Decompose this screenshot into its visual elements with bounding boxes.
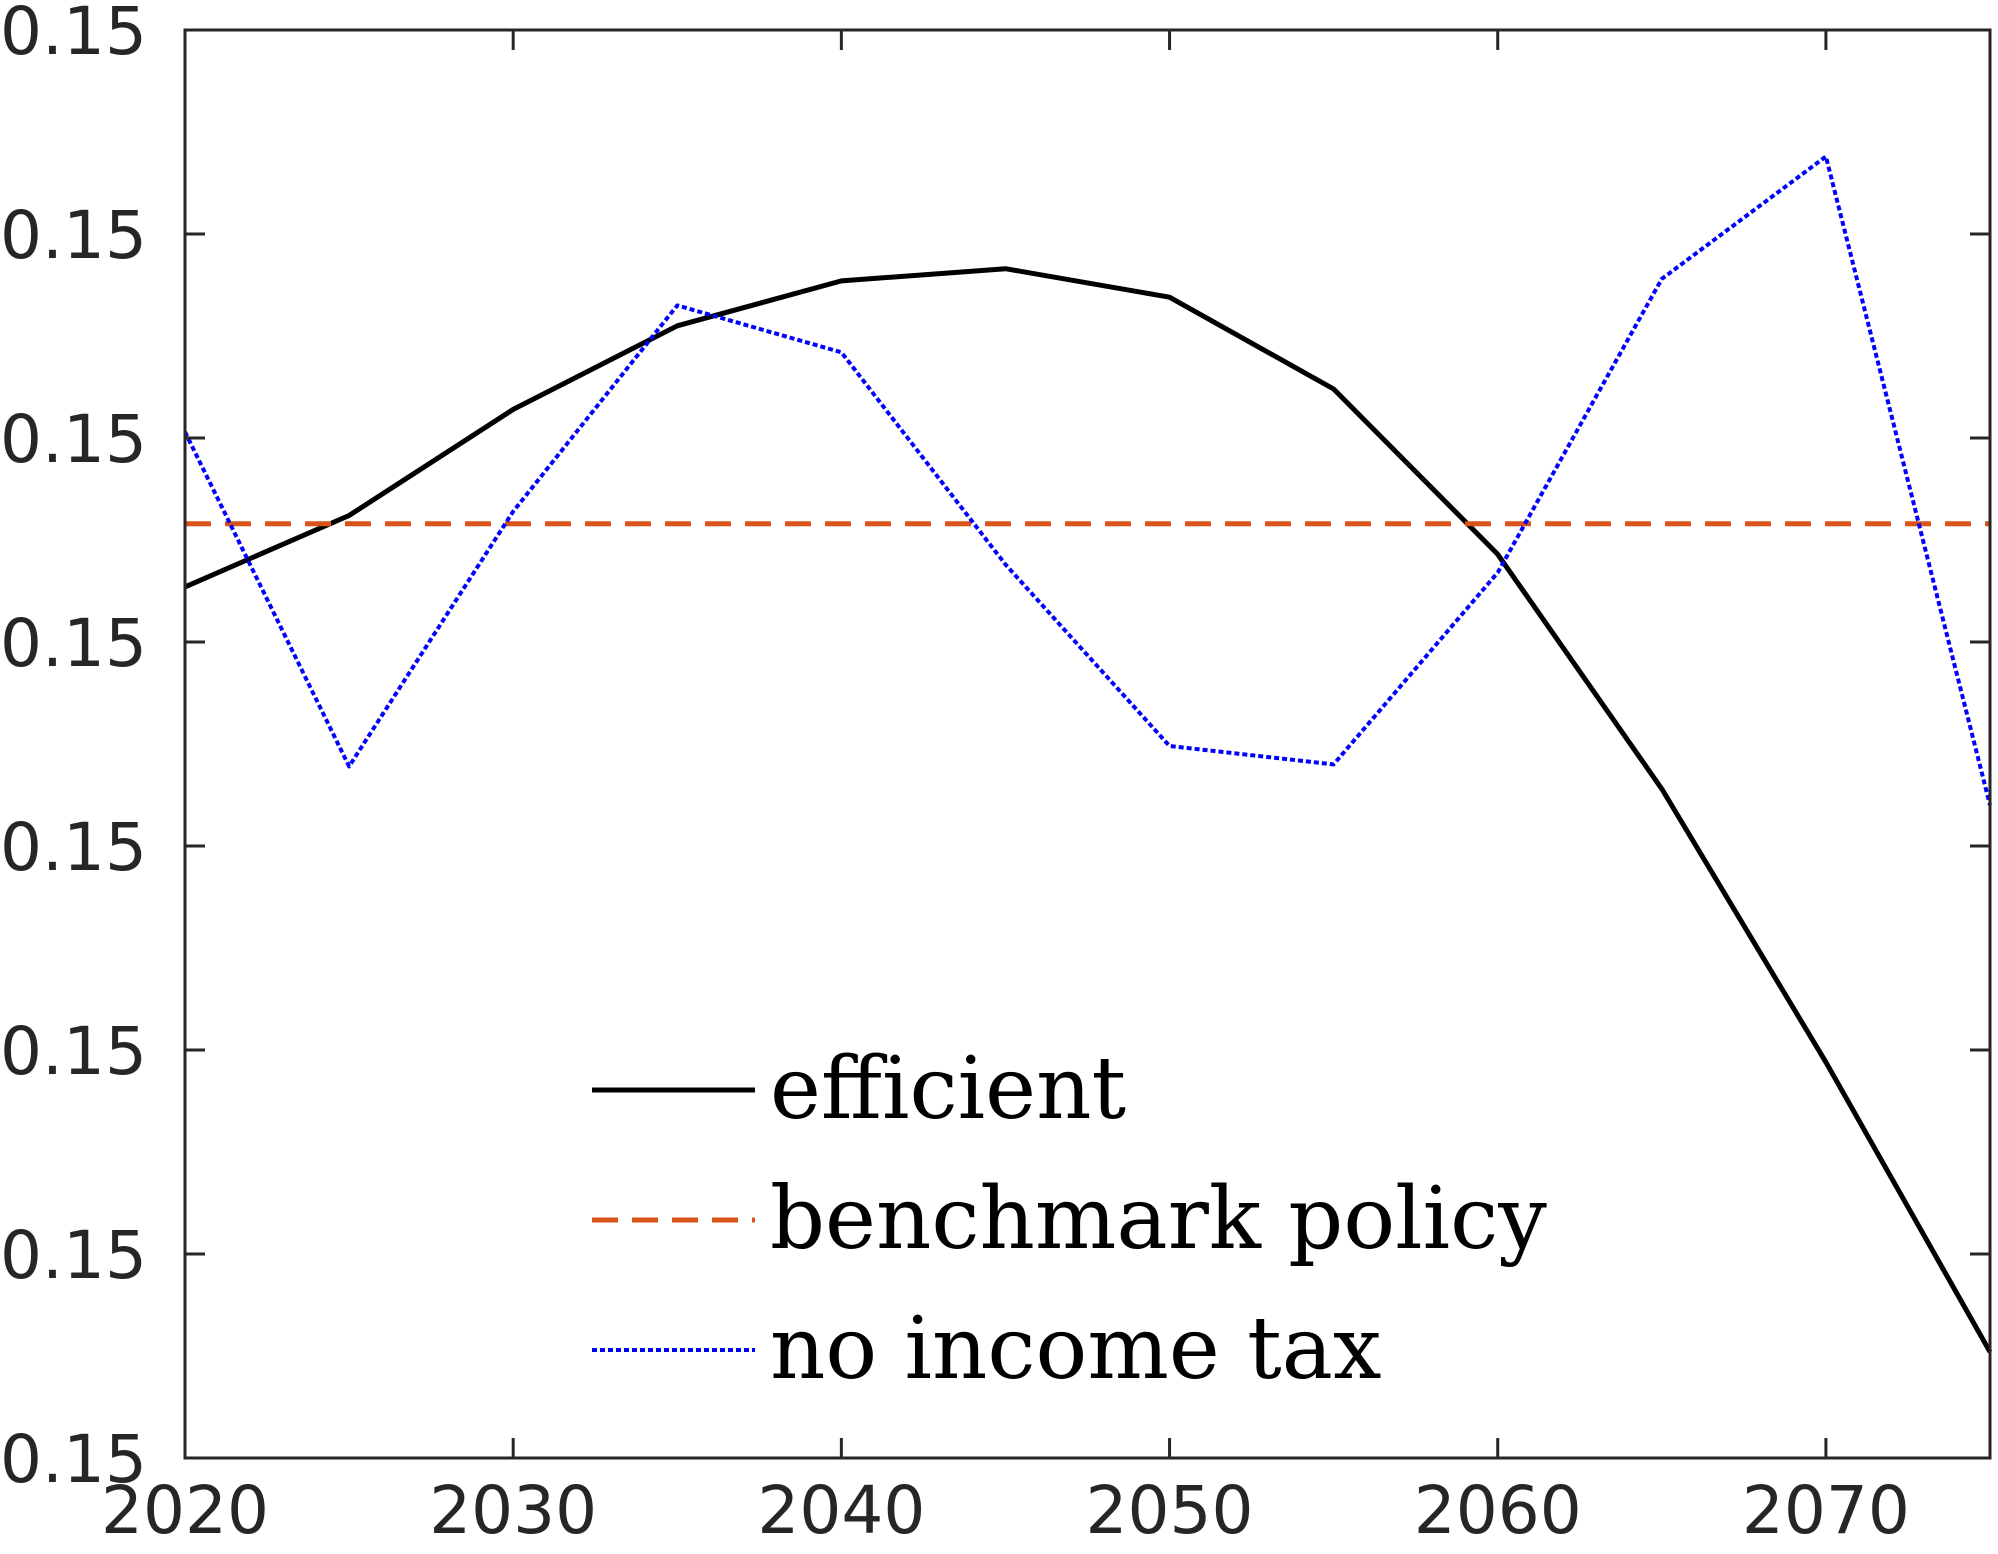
y-tick-label: 0.15	[0, 1013, 147, 1090]
x-tick-label: 2040	[757, 1472, 925, 1549]
x-tick-label: 2070	[1742, 1472, 1910, 1549]
x-tick-label: 2050	[1086, 1472, 1254, 1549]
x-tick-label: 2020	[101, 1472, 269, 1549]
y-tick-label: 0.15	[0, 401, 147, 478]
legend-label-no-income-tax: no income tax	[770, 1299, 1381, 1399]
y-tick-label: 0.15	[0, 1217, 147, 1294]
axes-frame	[183, 28, 1992, 1460]
y-tick-label: 0.15	[0, 1421, 147, 1498]
y-tick-label: 0.15	[0, 605, 147, 682]
y-tick-label: 0.15	[0, 809, 147, 886]
x-tick-label: 2030	[429, 1472, 597, 1549]
series-line-efficient	[184, 266, 1993, 1354]
y-tick-label: 0.15	[0, 0, 147, 70]
legend-label-benchmark-policy: benchmark policy	[770, 1169, 1547, 1269]
series-layer	[183, 154, 1993, 1354]
legend: efficient benchmark policy no income tax	[592, 1039, 1547, 1399]
legend-label-efficient: efficient	[770, 1039, 1126, 1139]
series-line-no-income-tax	[183, 154, 1992, 806]
y-tick-label: 0.15	[0, 197, 147, 274]
x-tick-label: 2060	[1414, 1472, 1582, 1549]
plot-background	[185, 30, 1990, 1458]
